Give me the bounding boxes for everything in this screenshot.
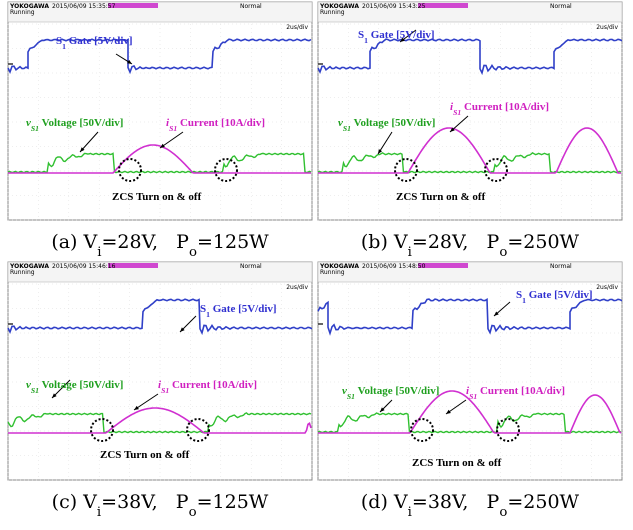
channel-tab	[108, 263, 158, 268]
scope-timebase: 2us/div	[596, 24, 618, 31]
text-part: S1	[347, 392, 355, 401]
text-part: o	[189, 505, 197, 520]
text-part: =28V, P	[102, 231, 190, 253]
zcs-label: ZCS Turn on & off	[112, 191, 202, 203]
scope-panel: YOKOGAWA2015/06/09 15:48:50RunningNormal…	[318, 262, 622, 480]
caption: (c) Vi=38V, Po=125W	[52, 491, 269, 520]
text-part: S1	[161, 386, 169, 395]
text-part: Voltage [50V/div]	[39, 117, 123, 129]
scope-mode: Normal	[240, 3, 262, 10]
screen	[8, 262, 312, 480]
text-part: S1	[469, 392, 477, 401]
scope-timestamp: 2015/06/09 15:35:57	[52, 3, 116, 10]
text-part: Current [10A/div]	[477, 385, 565, 397]
caption: (b) Vi=28V, Po=250W	[361, 231, 580, 260]
scope-timestamp: 2015/06/09 15:43:25	[362, 3, 426, 10]
text-part: Current [10A/div]	[461, 101, 549, 113]
scope-status: Running	[320, 269, 345, 276]
scope-mode: Normal	[550, 263, 572, 270]
scope-timebase: 2us/div	[286, 24, 308, 31]
text-part: Current [10A/div]	[177, 117, 265, 129]
text-part: =250W	[507, 491, 579, 513]
text-part: S1	[343, 124, 351, 133]
zcs-label: ZCS Turn on & off	[100, 449, 190, 461]
figure: YOKOGAWA2015/06/09 15:35:57RunningNormal…	[0, 0, 633, 530]
text-part: Gate [5V/div]	[368, 29, 435, 41]
text-part: =125W	[197, 491, 269, 513]
text-part: Gate [5V/div]	[210, 303, 277, 315]
scope-mode: Normal	[550, 3, 572, 10]
text-part: Gate [5V/div]	[526, 289, 593, 301]
scope-status: Running	[10, 9, 35, 16]
text-part: S1	[31, 124, 39, 133]
text-part: (c) V	[52, 491, 98, 513]
text-part: Voltage [50V/div]	[351, 117, 435, 129]
text-part: =250W	[507, 231, 579, 253]
text-part: S1	[169, 124, 177, 133]
text-part: Voltage [50V/div]	[39, 379, 123, 391]
text-part: o	[499, 245, 507, 260]
caption: (a) Vi=28V, Po=125W	[51, 231, 269, 260]
scope-timebase: 2us/div	[596, 284, 618, 291]
channel-tab	[418, 263, 468, 268]
text-part: S1	[453, 108, 461, 117]
scope-timebase: 2us/div	[286, 284, 308, 291]
scope-mode: Normal	[240, 263, 262, 270]
text-part: Current [10A/div]	[169, 379, 257, 391]
text-part: Gate [5V/div]	[66, 35, 133, 47]
channel-tab	[418, 3, 468, 8]
text-part: =28V, P	[412, 231, 500, 253]
text-part: =38V, P	[412, 491, 500, 513]
screen	[8, 2, 312, 220]
text-part: (d) V	[361, 491, 408, 513]
scope-timestamp: 2015/06/09 15:48:50	[362, 263, 426, 270]
scope-timestamp: 2015/06/09 15:46:16	[52, 263, 116, 270]
caption: (d) Vi=38V, Po=250W	[361, 491, 580, 520]
text-part: (a) V	[51, 231, 97, 253]
scope-status: Running	[320, 9, 345, 16]
text-part: =125W	[197, 231, 269, 253]
zcs-label: ZCS Turn on & off	[412, 457, 502, 469]
scope-status: Running	[10, 269, 35, 276]
text-part: o	[499, 505, 507, 520]
text-part: =38V, P	[101, 491, 189, 513]
zcs-label: ZCS Turn on & off	[396, 191, 486, 203]
text-part: (b) V	[361, 231, 408, 253]
text-part: Voltage [50V/div]	[355, 385, 439, 397]
text-part: S1	[31, 386, 39, 395]
channel-tab	[108, 3, 158, 8]
text-part: o	[189, 245, 197, 260]
